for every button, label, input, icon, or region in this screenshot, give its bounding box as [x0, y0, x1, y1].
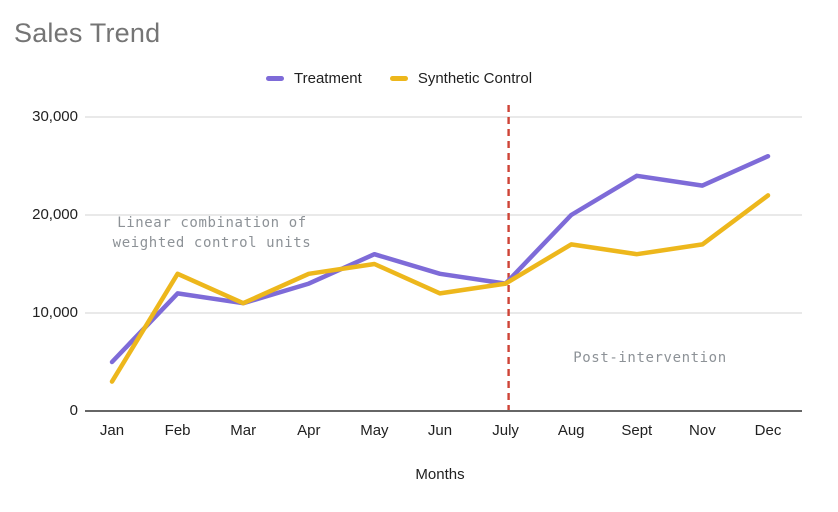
y-tick-label: 20,000 [32, 206, 78, 223]
x-tick-label-nov: Nov [689, 422, 716, 439]
chart-title: Sales Trend [14, 18, 161, 48]
legend-item-treatment: Treatment [266, 70, 362, 87]
series-line-treatment [109, 153, 771, 365]
y-tick-label: 0 [69, 402, 78, 419]
legend-label-synthetic-control: Synthetic Control [417, 69, 533, 87]
x-tick-label-feb: Feb [164, 422, 191, 439]
y-tick-label: 10,000 [32, 304, 78, 321]
treatment-series-swatch-icon [266, 75, 284, 81]
post-intervention-annotation: Post-intervention [573, 350, 727, 366]
x-tick-label-mar: Mar [230, 422, 257, 439]
x-tick-label-dec: Dec [754, 422, 782, 439]
pre-intervention-annotation: Linear combination of weighted control u… [112, 215, 312, 251]
x-tick-label-jun: Jun [427, 422, 453, 439]
series-line-synthetic-control [109, 193, 771, 384]
legend: Treatment Synthetic Control [266, 68, 532, 88]
legend-item-synthetic-control: Synthetic Control [389, 69, 533, 87]
legend-label-treatment: Treatment [294, 69, 362, 87]
x-tick-label-may: May [360, 422, 389, 439]
synthetic-control-series-swatch-icon [389, 75, 408, 81]
x-tick-label-july: July [492, 422, 519, 439]
x-tick-label-apr: Apr [297, 422, 321, 439]
x-tick-label-jan: Jan [99, 422, 125, 439]
x-axis-title: Months [415, 466, 465, 483]
y-tick-label: 30,000 [32, 108, 78, 125]
x-tick-label-sept: Sept [621, 422, 653, 439]
x-tick-label-aug: Aug [557, 422, 585, 439]
